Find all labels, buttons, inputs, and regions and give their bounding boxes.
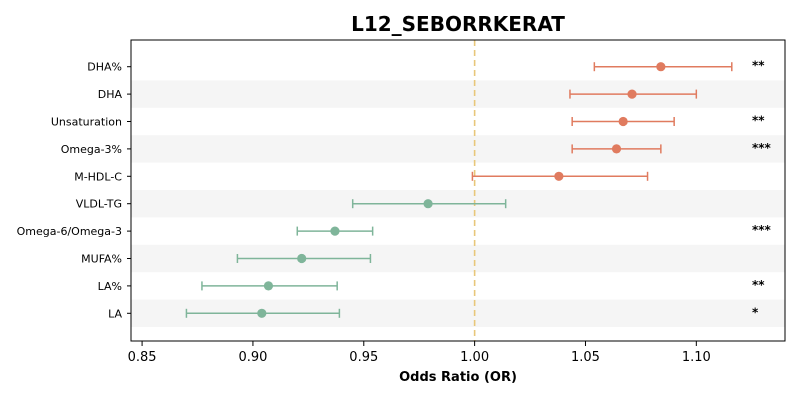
y-tick-label: Omega-3% bbox=[61, 143, 122, 156]
x-tick-label: 0.90 bbox=[238, 350, 267, 365]
row-vldl-tg bbox=[351, 199, 507, 209]
or-point bbox=[257, 308, 267, 318]
row-la- bbox=[201, 281, 338, 291]
row-la bbox=[185, 308, 341, 318]
row-m-hdl-c bbox=[471, 171, 649, 181]
row-dha bbox=[569, 89, 698, 99]
plot-frame bbox=[130, 39, 786, 342]
or-point bbox=[330, 226, 340, 236]
y-tick-label: Unsaturation bbox=[51, 116, 122, 129]
row-band bbox=[131, 244, 785, 273]
or-point bbox=[618, 116, 628, 127]
row-omega-3- bbox=[571, 144, 662, 154]
y-tick-label: LA bbox=[108, 307, 122, 320]
row-mufa- bbox=[236, 253, 372, 264]
x-axis: 0.85 0.90 0.95 1.00 1.05 1.10 bbox=[128, 341, 711, 365]
y-tick-label: M-HDL-C bbox=[74, 170, 122, 183]
row-band bbox=[131, 135, 785, 163]
significance-label: ** bbox=[752, 114, 765, 128]
data-marks bbox=[185, 62, 733, 318]
x-tick-label: 1.10 bbox=[682, 350, 711, 365]
x-tick-label: 1.05 bbox=[571, 350, 600, 365]
or-point bbox=[627, 89, 637, 99]
or-point bbox=[611, 144, 622, 154]
or-point bbox=[263, 281, 274, 291]
significance-labels: ************* bbox=[752, 59, 772, 320]
or-point bbox=[297, 253, 307, 264]
y-tick-label: VLDL-TG bbox=[76, 198, 122, 211]
significance-label: *** bbox=[752, 141, 772, 155]
chart-title: L12_SEBORRKERAT bbox=[351, 12, 565, 36]
or-point bbox=[656, 62, 666, 72]
y-tick-label: MUFA% bbox=[81, 253, 122, 266]
row-unsaturation bbox=[571, 116, 675, 127]
significance-label: *** bbox=[752, 223, 772, 237]
y-tick-label: DHA bbox=[98, 88, 123, 101]
significance-label: * bbox=[752, 305, 759, 319]
significance-label: ** bbox=[752, 59, 765, 73]
significance-label: ** bbox=[752, 278, 765, 292]
x-tick-label: 0.95 bbox=[349, 350, 378, 365]
y-tick-label: Omega-6/Omega-3 bbox=[17, 225, 122, 238]
x-axis-label: Odds Ratio (OR) bbox=[399, 370, 517, 385]
row-dha- bbox=[593, 62, 733, 72]
row-omega-6-omega-3 bbox=[296, 226, 374, 236]
y-tick-labels: DHA% DHA Unsaturation Omega-3% M-HDL-C VLDL-T… bbox=[17, 61, 131, 320]
x-tick-label: 1.00 bbox=[460, 350, 489, 365]
x-tick-label: 0.85 bbox=[128, 350, 157, 365]
or-point bbox=[423, 199, 433, 209]
y-tick-label: LA% bbox=[98, 280, 122, 293]
y-tick-label: DHA% bbox=[87, 61, 122, 74]
or-point bbox=[554, 171, 564, 181]
